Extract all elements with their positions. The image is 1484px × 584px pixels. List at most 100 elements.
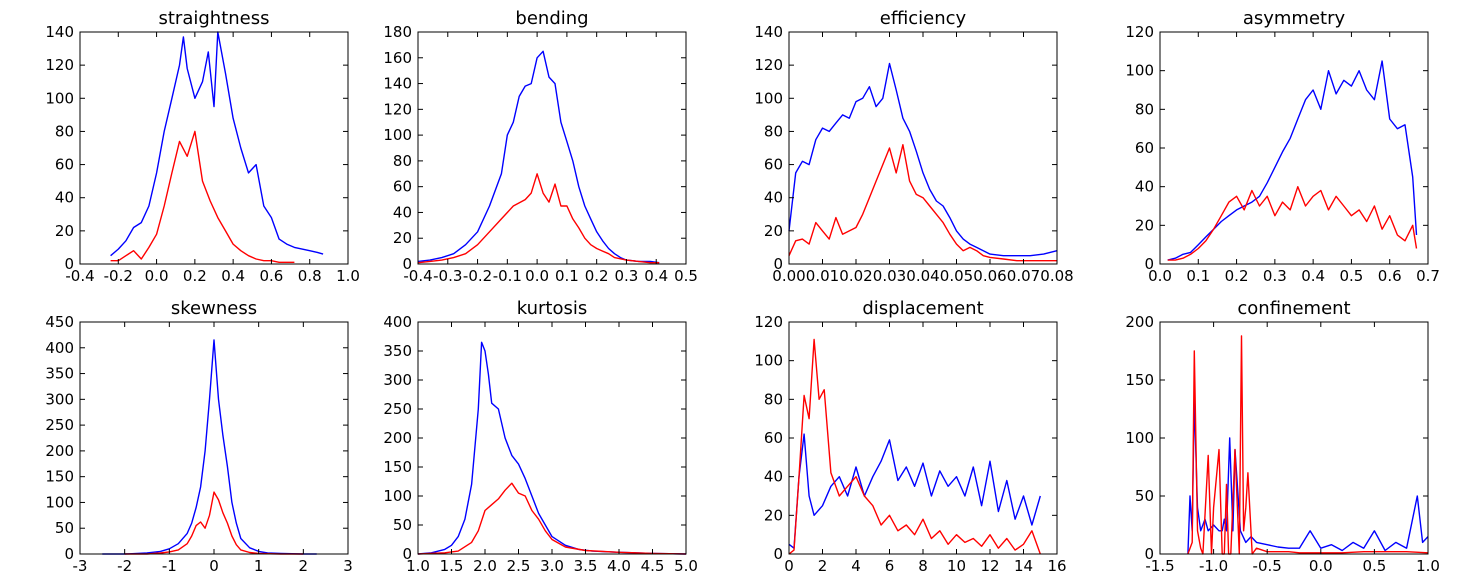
straightness-ytick-label: 80 <box>55 122 74 140</box>
skewness-ytick-label: 0 <box>64 545 74 563</box>
asymmetry-ytick-label: 120 <box>1125 23 1154 41</box>
confinement-title: confinement <box>1237 298 1350 319</box>
efficiency-series-red <box>788 143 1057 262</box>
kurtosis-ytick-label: 300 <box>383 371 412 389</box>
bending-xtick-label: 0.0 <box>525 267 549 285</box>
displacement-xtick-label: 10 <box>947 557 966 575</box>
asymmetry-xtick-label: 0.3 <box>1263 267 1287 285</box>
displacement-xtick-label: 0 <box>784 557 794 575</box>
skewness-xtick-label: 2 <box>299 557 309 575</box>
kurtosis-ytick-label: 400 <box>383 313 412 331</box>
displacement-title: displacement <box>862 298 983 319</box>
efficiency-ytick-label: 100 <box>754 89 783 107</box>
displacement-xtick-label: 16 <box>1047 557 1066 575</box>
asymmetry-axes-frame <box>1159 31 1429 265</box>
displacement-xtick-label: 6 <box>885 557 895 575</box>
straightness-series-blue <box>110 31 324 257</box>
displacement-series-red <box>788 338 1041 555</box>
skewness-xtick-label: -2 <box>117 557 132 575</box>
bending-xtick-label: -0.1 <box>493 267 522 285</box>
displacement-ytick-label: 0 <box>773 545 783 563</box>
kurtosis-ytick-label: 0 <box>402 545 412 563</box>
kurtosis-title: kurtosis <box>517 298 588 319</box>
skewness-title: skewness <box>171 298 257 319</box>
kurtosis-ytick-label: 350 <box>383 342 412 360</box>
skewness-ytick-label: 250 <box>45 416 74 434</box>
kurtosis-xtick-label: 1.5 <box>440 557 464 575</box>
skewness-xtick-label: 1 <box>254 557 264 575</box>
displacement-xtick-label: 8 <box>918 557 928 575</box>
bending-xtick-label: -0.4 <box>403 267 432 285</box>
straightness-title: straightness <box>159 8 270 29</box>
straightness-xtick-label: 0.8 <box>298 267 322 285</box>
confinement-xtick-label: 0.0 <box>1309 557 1333 575</box>
efficiency-series-blue <box>788 62 1058 257</box>
kurtosis-ytick-label: 200 <box>383 429 412 447</box>
bending-ytick-label: 100 <box>383 126 412 144</box>
asymmetry-xtick-label: 0.5 <box>1339 267 1363 285</box>
displacement-ytick-label: 40 <box>764 468 783 486</box>
bending-ytick-label: 80 <box>393 152 412 170</box>
kurtosis-xtick-label: 5.0 <box>674 557 698 575</box>
straightness-xtick-label: 0.6 <box>259 267 283 285</box>
subplot-kurtosis: kurtosis 1.0 1.5 2.0 2.5 3.0 3.5 4.0 4.5 5.0 0 50 10… <box>383 298 698 575</box>
subplot-asymmetry: asymmetry 0.0 0.1 0.2 0.3 0.4 0.5 0.6 0.7 0 20 40 60… <box>1125 8 1440 285</box>
efficiency-xtick-label: 0.01 <box>806 267 839 285</box>
straightness-ytick-label: 0 <box>64 255 74 273</box>
kurtosis-ytick-label: 250 <box>383 400 412 418</box>
bending-ytick-label: 120 <box>383 100 412 118</box>
bending-title: bending <box>515 8 588 29</box>
bending-xtick-label: 0.5 <box>674 267 698 285</box>
efficiency-title: efficiency <box>880 8 967 29</box>
straightness-xtick-label: -0.4 <box>65 267 94 285</box>
bending-xtick-label: 0.2 <box>585 267 609 285</box>
efficiency-xtick-label: 0.07 <box>1007 267 1040 285</box>
asymmetry-xtick-label: 0.6 <box>1378 267 1402 285</box>
asymmetry-ytick-label: 20 <box>1135 216 1154 234</box>
confinement-xtick-label: -0.5 <box>1253 557 1282 575</box>
confinement-axes-frame <box>1159 321 1429 555</box>
asymmetry-ytick-label: 100 <box>1125 62 1154 80</box>
asymmetry-ytick-label: 60 <box>1135 139 1154 157</box>
straightness-series-red <box>110 130 295 263</box>
skewness-series-blue <box>102 339 317 555</box>
skewness-xtick-label: 0 <box>209 557 219 575</box>
asymmetry-ytick-label: 0 <box>1144 255 1154 273</box>
skewness-ytick-label: 350 <box>45 365 74 383</box>
subplot-skewness: skewness -3 -2 -1 0 1 2 3 0 50 100 150 200 250 300 350 4… <box>45 298 352 575</box>
skewness-ytick-label: 150 <box>45 468 74 486</box>
kurtosis-xtick-label: 1.0 <box>406 557 430 575</box>
confinement-xtick-label: -1.5 <box>1145 557 1174 575</box>
asymmetry-xtick-label: 0.4 <box>1301 267 1325 285</box>
bending-series-red <box>417 173 660 264</box>
kurtosis-ytick-label: 100 <box>383 487 412 505</box>
displacement-ytick-label: 120 <box>754 313 783 331</box>
asymmetry-xtick-label: 0.7 <box>1416 267 1440 285</box>
displacement-ytick-label: 20 <box>764 506 783 524</box>
bending-ytick-label: 140 <box>383 75 412 93</box>
efficiency-axes-frame <box>788 31 1058 265</box>
kurtosis-series-red <box>417 482 687 555</box>
displacement-ytick-label: 100 <box>754 352 783 370</box>
straightness-ytick-label: 120 <box>45 56 74 74</box>
asymmetry-series-blue <box>1167 60 1418 261</box>
asymmetry-ytick-label: 40 <box>1135 178 1154 196</box>
straightness-ytick-label: 140 <box>45 23 74 41</box>
bending-xtick-label: -0.2 <box>463 267 492 285</box>
efficiency-ytick-label: 60 <box>764 156 783 174</box>
efficiency-ytick-label: 20 <box>764 222 783 240</box>
displacement-xtick-label: 12 <box>980 557 999 575</box>
efficiency-xtick-label: 0.06 <box>973 267 1006 285</box>
skewness-series-red <box>124 491 304 555</box>
kurtosis-xtick-label: 4.5 <box>641 557 665 575</box>
straightness-ytick-label: 40 <box>55 189 74 207</box>
kurtosis-xtick-label: 3.5 <box>574 557 598 575</box>
confinement-ytick-label: 0 <box>1144 545 1154 563</box>
bending-ytick-label: 0 <box>402 255 412 273</box>
displacement-ytick-label: 80 <box>764 390 783 408</box>
kurtosis-xtick-label: 4.0 <box>607 557 631 575</box>
efficiency-ytick-label: 0 <box>773 255 783 273</box>
asymmetry-series-red <box>1167 185 1418 261</box>
